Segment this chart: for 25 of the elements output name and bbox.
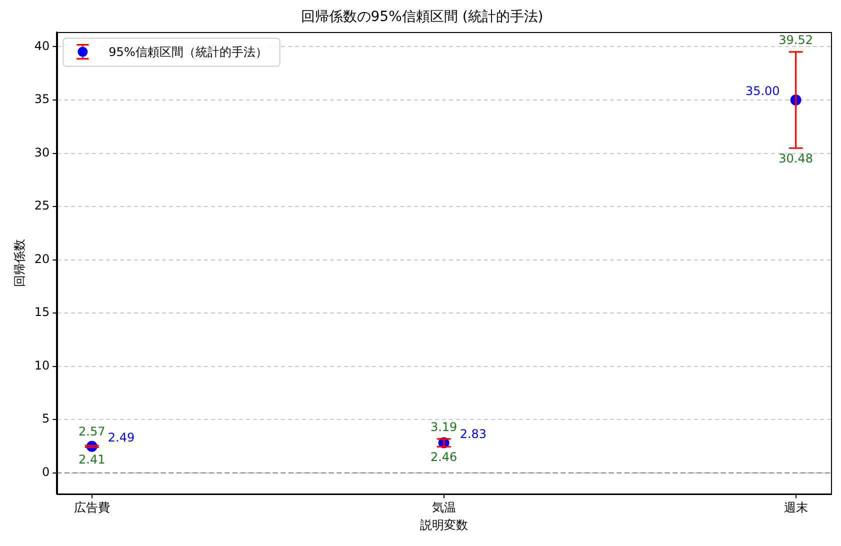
data-label: 2.49 — [108, 430, 135, 444]
y-tick-label: 15 — [34, 305, 50, 320]
legend-label: 95%信頼区間（統計的手法） — [108, 44, 268, 59]
x-tick-label: 気温 — [432, 500, 456, 515]
y-tick-label: 5 — [42, 412, 50, 426]
annotation: 2.57 — [78, 424, 106, 438]
y-tick-label: 20 — [34, 252, 50, 266]
y-tick-label: 25 — [34, 198, 50, 213]
annotation: 2.46 — [430, 450, 458, 464]
annotation: 3.19 — [430, 420, 458, 434]
data-label: 35.00 — [745, 84, 780, 98]
x-tick-label: 広告費 — [74, 500, 110, 515]
chart-title: 回帰係数の95%信頼区間 (統計的手法) — [300, 9, 544, 26]
data-label: 2.83 — [460, 426, 487, 441]
y-tick-label: 0 — [42, 465, 50, 480]
y-tick-label: 10 — [34, 358, 50, 372]
y-tick-label: 30 — [34, 145, 50, 160]
y-tick-label: 35 — [34, 92, 50, 106]
annotation: 30.48 — [778, 151, 813, 166]
annotation: 39.52 — [778, 32, 813, 47]
x-tick-label: 週末 — [784, 500, 808, 515]
x-axis-title: 説明変数 — [420, 518, 468, 532]
y-axis-title: 回帰係数 — [12, 239, 26, 287]
y-tick-label: 40 — [34, 38, 50, 53]
annotation: 2.41 — [78, 452, 106, 466]
